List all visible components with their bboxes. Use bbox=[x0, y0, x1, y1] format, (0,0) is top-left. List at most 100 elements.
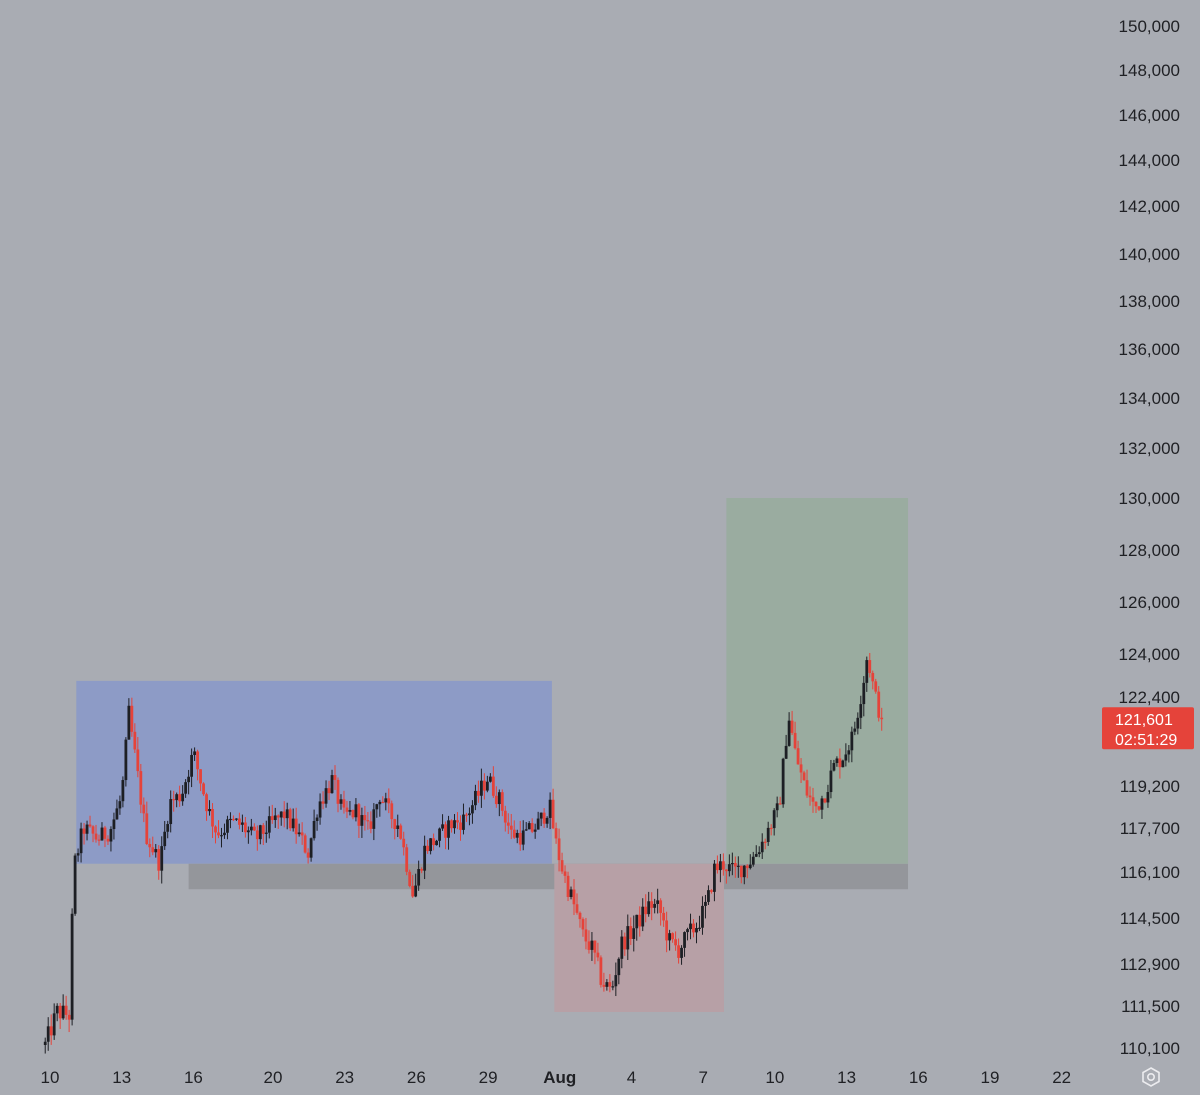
candle-body bbox=[306, 852, 310, 858]
candle-body bbox=[518, 832, 522, 845]
candle-body bbox=[474, 790, 477, 806]
candle-body bbox=[554, 828, 558, 839]
candle-body bbox=[205, 794, 208, 812]
x-tick-label: 26 bbox=[407, 1068, 426, 1087]
candle-body bbox=[288, 809, 292, 829]
candle-body bbox=[261, 825, 265, 834]
x-tick-label: 20 bbox=[264, 1068, 283, 1087]
y-tick-label: 148,000 bbox=[1119, 61, 1180, 80]
candle-body bbox=[497, 792, 501, 805]
candle-body bbox=[246, 830, 250, 833]
candle-body bbox=[270, 816, 274, 821]
candle-body bbox=[276, 815, 280, 818]
candle-body bbox=[479, 780, 483, 796]
candle-body bbox=[450, 820, 453, 829]
candle-body bbox=[49, 1026, 53, 1036]
candle-body bbox=[366, 820, 370, 822]
candle-body bbox=[252, 826, 256, 831]
candle-body bbox=[578, 912, 582, 920]
candle-body bbox=[232, 818, 235, 821]
y-tick-label: 112,900 bbox=[1120, 955, 1180, 974]
x-tick-label: 10 bbox=[765, 1068, 784, 1087]
candle-body bbox=[264, 832, 268, 834]
candle-body bbox=[151, 847, 155, 853]
settings-icon[interactable] bbox=[1140, 1066, 1162, 1088]
candle-body bbox=[249, 826, 253, 831]
candle-body bbox=[674, 939, 677, 946]
candle-body bbox=[327, 788, 331, 794]
candle-body bbox=[148, 843, 152, 848]
candle-body bbox=[369, 821, 373, 829]
last-price-tag: 121,601 02:51:29 bbox=[1102, 707, 1194, 750]
candle-body bbox=[599, 957, 603, 985]
candle-body bbox=[456, 820, 459, 823]
candle-body bbox=[638, 914, 642, 927]
candle-body bbox=[718, 861, 722, 871]
candle-body bbox=[808, 795, 812, 798]
candle-body bbox=[527, 823, 531, 830]
candle-body bbox=[46, 1026, 50, 1042]
candle-body bbox=[644, 906, 648, 915]
y-tick-label: 114,500 bbox=[1120, 909, 1180, 928]
candle-body bbox=[778, 803, 782, 805]
candle-body bbox=[441, 824, 444, 829]
candle-body bbox=[399, 825, 403, 839]
candle-body bbox=[94, 833, 98, 840]
candle-body bbox=[584, 929, 588, 942]
candle-body bbox=[757, 852, 761, 855]
candle-body bbox=[58, 1005, 62, 1019]
candle-body bbox=[193, 751, 196, 755]
candle-body bbox=[880, 717, 884, 720]
x-tick-label: Aug bbox=[543, 1068, 576, 1087]
candle-body bbox=[318, 801, 322, 818]
candle-body bbox=[82, 828, 86, 834]
x-tick-label: 29 bbox=[479, 1068, 498, 1087]
candle-body bbox=[482, 780, 486, 791]
candle-body bbox=[748, 864, 752, 869]
candle-body bbox=[686, 929, 689, 933]
candle-body bbox=[799, 764, 803, 773]
candle-body bbox=[512, 829, 516, 838]
candle-body bbox=[76, 853, 80, 856]
candle-body bbox=[447, 820, 450, 838]
target-zone bbox=[726, 498, 909, 864]
candle-body bbox=[820, 798, 824, 810]
candle-body bbox=[760, 841, 764, 853]
candle-body bbox=[730, 863, 734, 865]
candle-body bbox=[566, 875, 570, 897]
sweep-zone bbox=[554, 863, 724, 1012]
candle-body bbox=[695, 928, 698, 933]
candle-body bbox=[769, 827, 773, 830]
candle-body bbox=[704, 901, 707, 906]
y-tick-label: 142,000 bbox=[1119, 197, 1180, 216]
candle-body bbox=[169, 799, 173, 825]
candle-body bbox=[67, 1014, 71, 1020]
candle-body bbox=[551, 799, 555, 829]
candle-body bbox=[572, 889, 576, 905]
candle-body bbox=[357, 804, 361, 826]
candle-body bbox=[587, 941, 591, 950]
candle-body bbox=[109, 829, 113, 842]
candle-body bbox=[91, 826, 95, 834]
candle-body bbox=[838, 758, 842, 768]
candle-body bbox=[781, 758, 785, 805]
candle-body bbox=[130, 705, 134, 732]
candle-body bbox=[333, 775, 337, 780]
candle-countdown: 02:51:29 bbox=[1115, 732, 1177, 749]
candle-body bbox=[503, 810, 507, 823]
candle-body bbox=[826, 792, 830, 803]
candle-body bbox=[273, 815, 277, 821]
x-axis: 10 13 16 20 23 26 29 Aug 4 7 10 13 16 19 22 bbox=[41, 1068, 1072, 1087]
candle-body bbox=[184, 782, 188, 794]
candle-body bbox=[611, 986, 615, 988]
candle-body bbox=[635, 914, 639, 929]
candle-body bbox=[381, 801, 385, 804]
x-tick-label: 13 bbox=[112, 1068, 131, 1087]
candle-body bbox=[97, 839, 101, 841]
candle-body bbox=[112, 819, 116, 830]
candle-body bbox=[680, 947, 683, 958]
x-tick-label: 7 bbox=[698, 1068, 707, 1087]
candle-body bbox=[291, 818, 295, 829]
candle-body bbox=[533, 829, 537, 832]
candle-body bbox=[835, 758, 839, 764]
